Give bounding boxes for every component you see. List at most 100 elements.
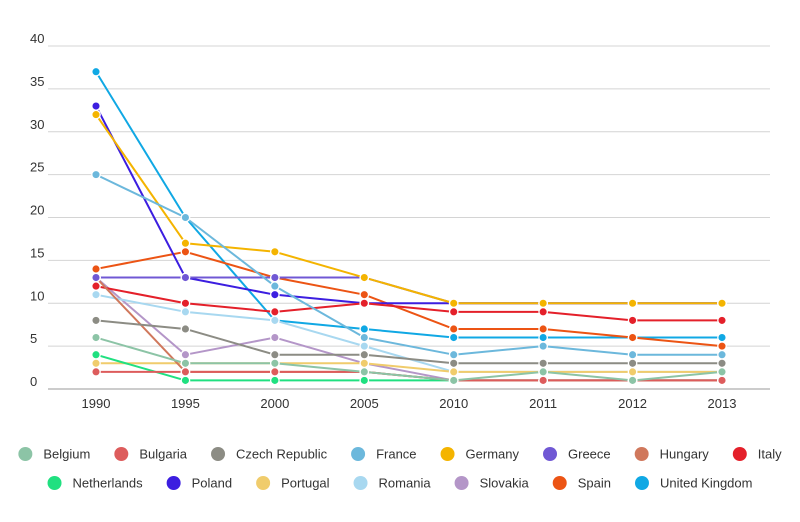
legend-swatch <box>47 476 62 490</box>
legend-label: Poland <box>192 476 232 491</box>
legend-swatch <box>18 447 33 461</box>
data-point <box>270 281 280 291</box>
legend-swatch <box>440 447 455 461</box>
data-point <box>180 366 191 377</box>
legend-label: Portugal <box>281 476 330 491</box>
x-tick-label: 2005 <box>350 396 379 411</box>
y-tick-label: 0 <box>30 374 37 389</box>
legend-item: Romania <box>353 476 431 491</box>
data-point <box>91 349 101 360</box>
data-point <box>91 281 101 291</box>
legend-label: Spain <box>578 476 611 491</box>
data-point <box>627 349 638 360</box>
legend-label: Germany <box>466 447 520 462</box>
data-point <box>538 341 548 351</box>
data-point <box>91 109 101 120</box>
data-point <box>627 358 638 369</box>
legend-item: Netherlands <box>47 476 143 491</box>
legend-swatch <box>634 476 649 490</box>
legend-swatch <box>552 476 567 490</box>
legend-item: Portugal <box>256 476 330 491</box>
data-point <box>359 289 370 300</box>
legend-item: France <box>351 447 417 462</box>
legend-item: Spain <box>552 476 611 491</box>
legend-item: Bulgaria <box>114 447 188 462</box>
data-point <box>359 366 370 377</box>
data-point <box>270 306 280 317</box>
data-point <box>359 332 370 343</box>
legend-label: United Kingdom <box>660 476 753 491</box>
legend-item: Italy <box>732 447 782 462</box>
y-tick-label: 25 <box>30 160 44 175</box>
data-point <box>180 238 191 249</box>
data-point <box>627 298 638 309</box>
data-point <box>538 324 548 334</box>
data-point <box>717 298 727 309</box>
x-tick-label: 2010 <box>439 396 468 411</box>
data-point <box>627 315 638 326</box>
series-line <box>95 250 723 348</box>
data-point <box>538 375 548 386</box>
series-line <box>95 113 723 305</box>
data-point <box>448 349 459 360</box>
legend-swatch <box>211 447 226 461</box>
legend-label: Bulgaria <box>139 447 187 462</box>
legend-item: Belgium <box>18 447 90 462</box>
legend: Belgium Bulgaria Czech Republic France Germa… <box>18 447 782 491</box>
data-point <box>91 289 101 300</box>
data-point <box>180 349 191 360</box>
legend-label: Slovakia <box>480 476 530 491</box>
x-tick-label: 2013 <box>708 396 737 411</box>
legend-item: Germany <box>440 447 520 462</box>
y-tick-label: 10 <box>30 288 44 303</box>
data-point <box>91 272 101 283</box>
data-point <box>180 212 191 223</box>
data-point <box>180 246 191 257</box>
data-point <box>270 366 280 377</box>
data-point <box>717 358 727 369</box>
data-point <box>538 306 548 317</box>
data-point <box>627 366 638 377</box>
data-point <box>538 358 548 369</box>
x-tick-label: 2000 <box>260 396 289 411</box>
data-point <box>91 315 101 326</box>
legend-item: Poland <box>166 476 232 491</box>
data-point <box>270 272 280 283</box>
data-point <box>270 358 280 369</box>
legend-swatch <box>732 447 747 461</box>
series-line <box>95 319 723 365</box>
data-point <box>627 332 638 343</box>
data-point <box>180 272 191 283</box>
y-tick-label: 40 <box>30 31 44 46</box>
data-point <box>538 366 548 377</box>
series-line <box>95 70 723 339</box>
data-point <box>448 324 459 334</box>
data-point <box>91 366 101 377</box>
data-point <box>359 324 370 334</box>
legend-swatch <box>454 476 469 490</box>
legend-label: Hungary <box>660 447 710 462</box>
y-tick-label: 15 <box>30 245 44 260</box>
x-tick-label: 1995 <box>171 396 200 411</box>
data-point <box>91 358 101 369</box>
y-tick-label: 20 <box>30 203 44 218</box>
data-point <box>91 332 101 343</box>
data-point <box>538 298 548 309</box>
series-line <box>95 173 723 356</box>
data-point <box>270 349 280 360</box>
data-point <box>717 375 727 386</box>
data-point <box>91 66 101 77</box>
data-point <box>448 358 459 369</box>
legend-label: Belgium <box>43 447 90 462</box>
x-tick-label: 2011 <box>529 396 557 411</box>
data-point <box>627 375 638 386</box>
data-point <box>359 375 370 386</box>
data-point <box>270 315 280 326</box>
data-point <box>538 332 548 343</box>
data-point <box>448 366 459 377</box>
data-point <box>448 306 459 317</box>
series-line <box>95 336 723 382</box>
data-point <box>717 349 727 360</box>
data-point <box>717 366 727 377</box>
